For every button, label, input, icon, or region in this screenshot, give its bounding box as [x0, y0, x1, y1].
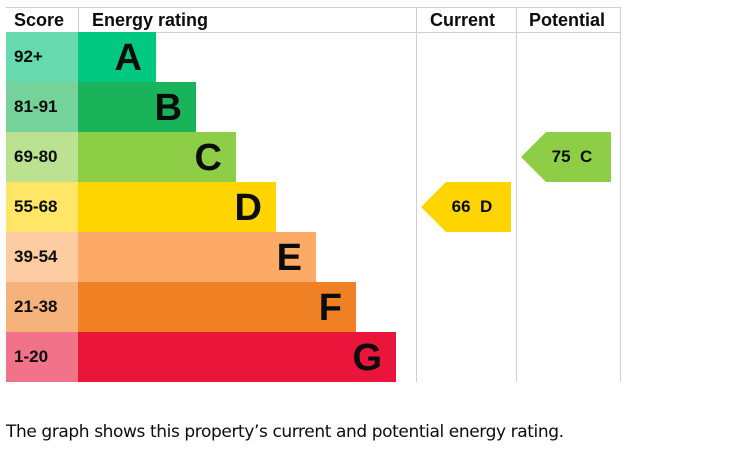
score-range: 55-68: [6, 182, 78, 232]
header-energy-rating: Energy rating: [92, 10, 209, 30]
rating-letter: E: [276, 237, 302, 279]
current-rating-arrow: 66 D: [421, 182, 511, 232]
header-potential: Potential: [529, 10, 606, 30]
column-divider-potential: [516, 7, 517, 382]
column-divider-current: [416, 7, 417, 382]
rating-letter: D: [234, 187, 262, 229]
rating-bar-d: D: [78, 182, 276, 232]
rating-bar-a: A: [78, 32, 156, 82]
rating-letter: C: [194, 137, 222, 179]
header-score: Score: [14, 10, 65, 30]
score-range: 39-54: [6, 232, 78, 282]
rating-letter: G: [352, 337, 382, 379]
score-range: 81-91: [6, 82, 78, 132]
score-range: 69-80: [6, 132, 78, 182]
rating-bar-c: C: [78, 132, 236, 182]
rating-bar-e: E: [78, 232, 316, 282]
score-range: 92+: [6, 32, 78, 82]
grid-line-top: [6, 7, 621, 8]
current-rating-label: 66 D: [451, 197, 493, 216]
energy-rating-chart: Score Energy rating Current Potential 92…: [6, 7, 621, 382]
column-divider-score: [78, 7, 79, 32]
header-current: Current: [430, 10, 496, 30]
score-range: 1-20: [6, 332, 78, 382]
arrow-shape-icon: [421, 182, 511, 232]
score-range: 21-38: [6, 282, 78, 332]
rating-bar-g: G: [78, 332, 396, 382]
potential-rating-label: 75 C: [551, 147, 593, 166]
column-divider-right: [620, 7, 621, 382]
rating-letter: F: [318, 287, 342, 329]
rating-bar-f: F: [78, 282, 356, 332]
rating-letter: A: [114, 37, 142, 79]
chart-caption: The graph shows this property’s current …: [6, 422, 564, 442]
grid-line-header: [6, 32, 621, 33]
rating-bar-b: B: [78, 82, 196, 132]
potential-rating-arrow: 75 C: [521, 132, 611, 182]
rating-letter: B: [154, 87, 182, 129]
arrow-shape-icon: [521, 132, 611, 182]
